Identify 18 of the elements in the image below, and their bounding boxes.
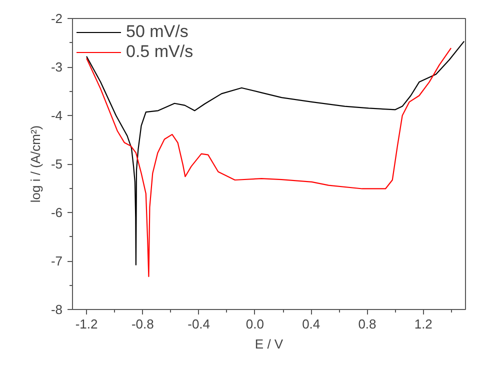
y-tick-label: -5 bbox=[50, 156, 63, 172]
x-tick-label: 1.2 bbox=[414, 316, 432, 332]
x-tick-label: 0.8 bbox=[358, 316, 376, 332]
x-tick-label: 0.4 bbox=[302, 316, 320, 332]
y-tick-label: -3 bbox=[50, 60, 63, 74]
y-tick-label: -7 bbox=[50, 254, 63, 268]
legend-label: 50 mV/s bbox=[126, 22, 188, 42]
y-tick-label: -4 bbox=[50, 108, 63, 123]
y-tick-label: -2 bbox=[50, 11, 63, 26]
y-tick-label: -6 bbox=[50, 205, 63, 220]
y-tick-label: -8 bbox=[50, 302, 63, 317]
x-tick-label: -0.8 bbox=[131, 316, 154, 332]
x-axis-title: E / V bbox=[254, 336, 284, 352]
legend-label: 0.5 mV/s bbox=[126, 42, 194, 62]
x-tick-label: 0.0 bbox=[246, 316, 264, 332]
x-tick-label: -1.2 bbox=[75, 316, 98, 332]
x-tick-label: -0.4 bbox=[188, 316, 210, 332]
y-axis-title: log i / (A/cm²) bbox=[28, 125, 43, 203]
